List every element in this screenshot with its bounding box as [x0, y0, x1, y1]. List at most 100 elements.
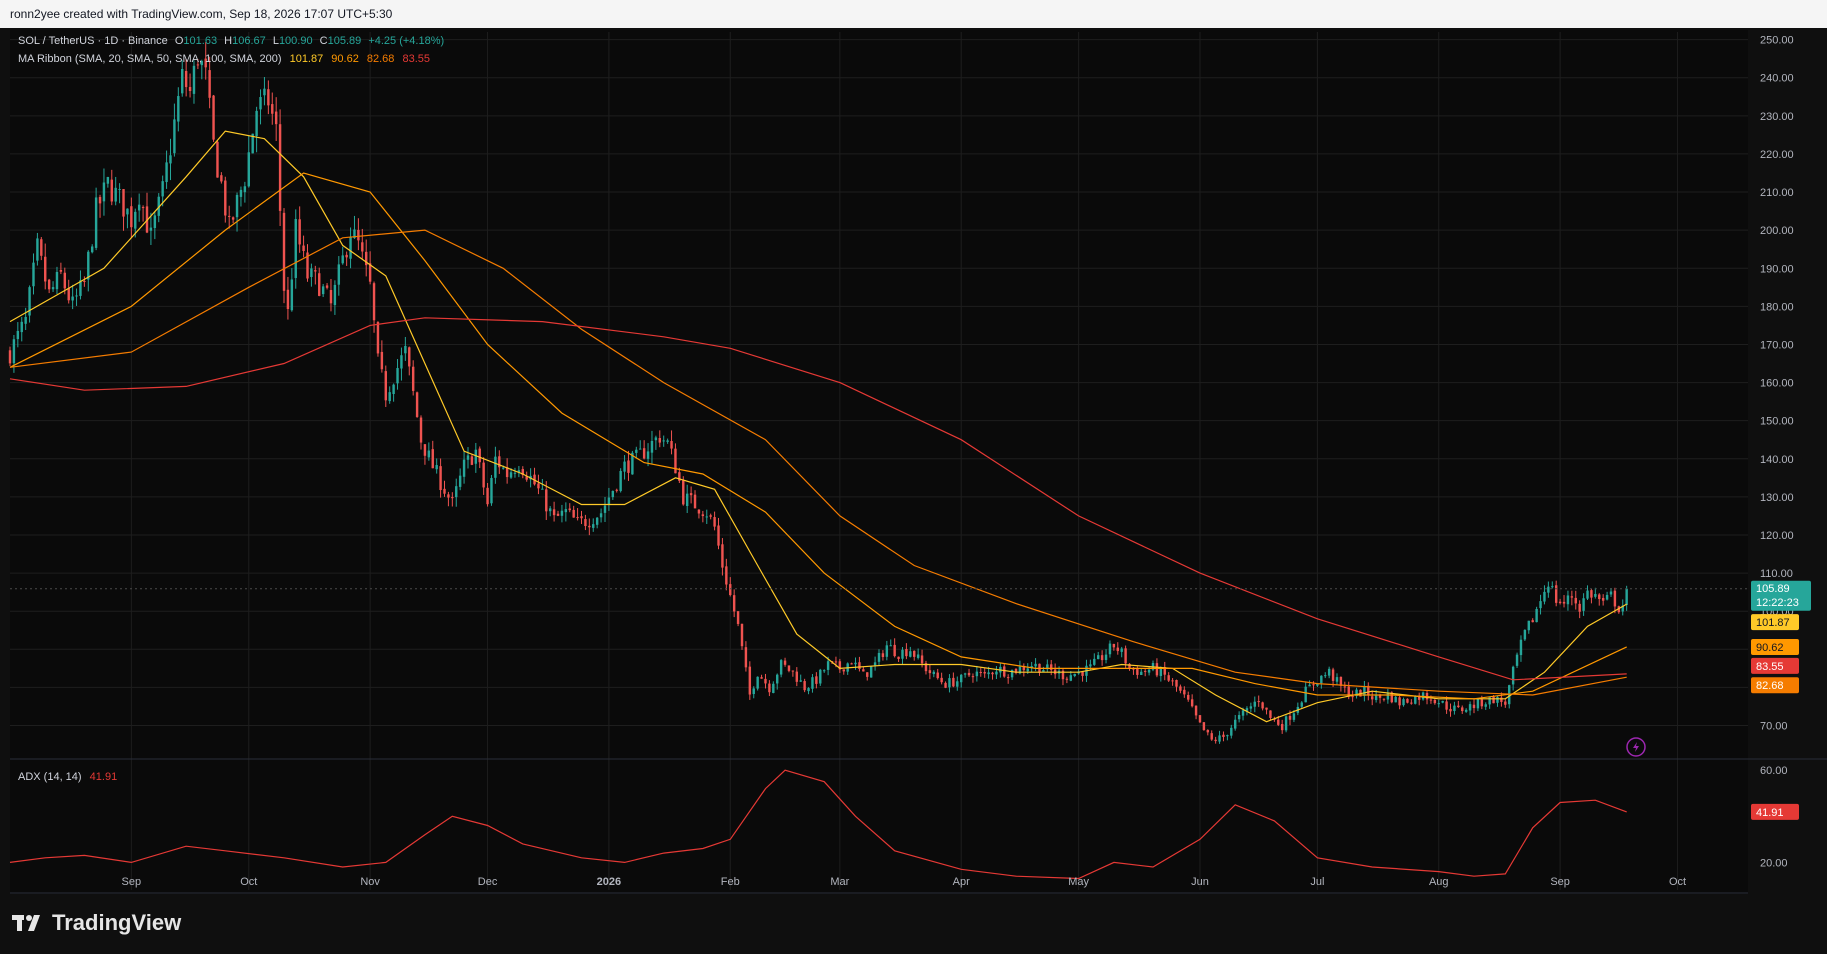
candle-body — [169, 155, 172, 164]
last-price-text: 105.89 — [1756, 583, 1790, 595]
candle-body — [20, 321, 23, 333]
candle-body — [1175, 679, 1178, 687]
candle-body — [1590, 590, 1593, 598]
candle-body — [1496, 696, 1499, 703]
candle-body — [858, 662, 861, 669]
candle-body — [877, 652, 881, 662]
candle-body — [1288, 715, 1292, 720]
candle-body — [1570, 596, 1574, 598]
candle-body — [24, 316, 27, 324]
candle-body — [1034, 663, 1037, 667]
trading-chart[interactable]: 250.00 240.00 230.00 220.00 210.00 200.00 190.… — [0, 28, 1827, 896]
candle-body — [1269, 710, 1272, 718]
candle-body — [850, 663, 853, 665]
candle-body — [713, 517, 716, 527]
candle-body — [909, 651, 912, 657]
candle-body — [572, 509, 575, 518]
time-tick-label: Sep — [1550, 876, 1570, 888]
candle-body — [274, 111, 278, 125]
candle-body — [1441, 700, 1444, 703]
candle-body — [165, 162, 168, 183]
candle-body — [1183, 689, 1186, 695]
candle-body — [568, 508, 571, 511]
adx-title: ADX (14, 14) — [18, 771, 82, 783]
candle-body — [325, 285, 329, 288]
candle-body — [329, 290, 333, 304]
candle-body — [1523, 629, 1527, 640]
candle-body — [1108, 643, 1112, 655]
candle-body — [204, 58, 207, 68]
candle-body — [1089, 664, 1092, 667]
ma200-price-text: 83.55 — [1756, 661, 1784, 673]
adx-tick-label: 60.00 — [1760, 765, 1788, 777]
candle-body — [889, 645, 892, 647]
candle-body — [392, 384, 395, 394]
candle-body — [1194, 705, 1198, 716]
candle-body — [956, 681, 959, 687]
candle-body — [552, 509, 556, 516]
time-axis[interactable]: Sep Oct Nov Dec 2026 Feb Mar Apr May Jun Jul Aug Sep… — [122, 876, 1687, 888]
candle-body — [1253, 701, 1256, 707]
price-tick-label: 190.00 — [1760, 263, 1794, 275]
candle-body — [862, 669, 865, 672]
candle-body — [799, 680, 802, 682]
candle-body — [458, 475, 462, 487]
candle-body — [905, 649, 908, 657]
lightning-icon[interactable] — [1626, 737, 1646, 757]
low-value: 100.90 — [279, 35, 313, 47]
candle-body — [987, 672, 990, 675]
candle-body — [662, 440, 665, 442]
candle-body — [1543, 591, 1546, 602]
candle-body — [646, 451, 650, 459]
candle-body — [263, 88, 266, 96]
candle-body — [1210, 733, 1213, 740]
candle-body — [689, 493, 693, 496]
candle-body — [36, 238, 39, 261]
candle-body — [1061, 670, 1065, 680]
candle-body — [948, 678, 951, 688]
candle-body — [75, 295, 78, 297]
candle-body — [893, 644, 896, 657]
candle-body — [1155, 663, 1159, 676]
candle-body — [118, 189, 121, 191]
candle-body — [12, 339, 16, 364]
candle-body — [1394, 696, 1397, 703]
candle-body — [439, 466, 442, 491]
ma200-value: 83.55 — [402, 53, 430, 65]
candle-body — [615, 489, 618, 491]
candle-body — [666, 440, 669, 442]
candle-body — [177, 96, 180, 122]
candle-body — [173, 119, 176, 154]
time-tick-label: Mar — [830, 876, 849, 888]
candle-body — [1386, 693, 1390, 700]
plot-area — [10, 30, 1748, 894]
candle-body — [1022, 666, 1026, 671]
time-tick-label: Nov — [360, 876, 380, 888]
candle-body — [44, 256, 47, 282]
candle-body — [349, 236, 352, 259]
candle-body — [995, 671, 998, 675]
candle-body — [1046, 664, 1049, 670]
candle-body — [1324, 675, 1327, 677]
candle-body — [380, 351, 384, 370]
candle-body — [318, 273, 321, 296]
candle-body — [1073, 673, 1076, 677]
candle-body — [760, 677, 763, 679]
tradingview-logo[interactable]: TradingView — [12, 910, 181, 936]
ma20-value: 101.87 — [290, 53, 324, 65]
countdown-text: 12:22:23 — [1756, 597, 1799, 609]
price-axis[interactable]: 250.00 240.00 230.00 220.00 210.00 200.00 190.… — [1760, 35, 1794, 870]
time-tick-label: Jun — [1191, 876, 1209, 888]
candle-body — [137, 204, 141, 211]
candle-body — [541, 488, 544, 490]
candle-body — [388, 392, 391, 402]
candle-body — [376, 322, 380, 354]
candle-body — [1128, 663, 1131, 669]
candle-body — [443, 488, 446, 494]
candle-body — [110, 179, 113, 202]
candle-body — [560, 510, 564, 516]
candle-body — [298, 219, 301, 245]
candle-body — [278, 124, 282, 211]
candle-body — [341, 255, 344, 264]
candle-body — [869, 666, 873, 678]
